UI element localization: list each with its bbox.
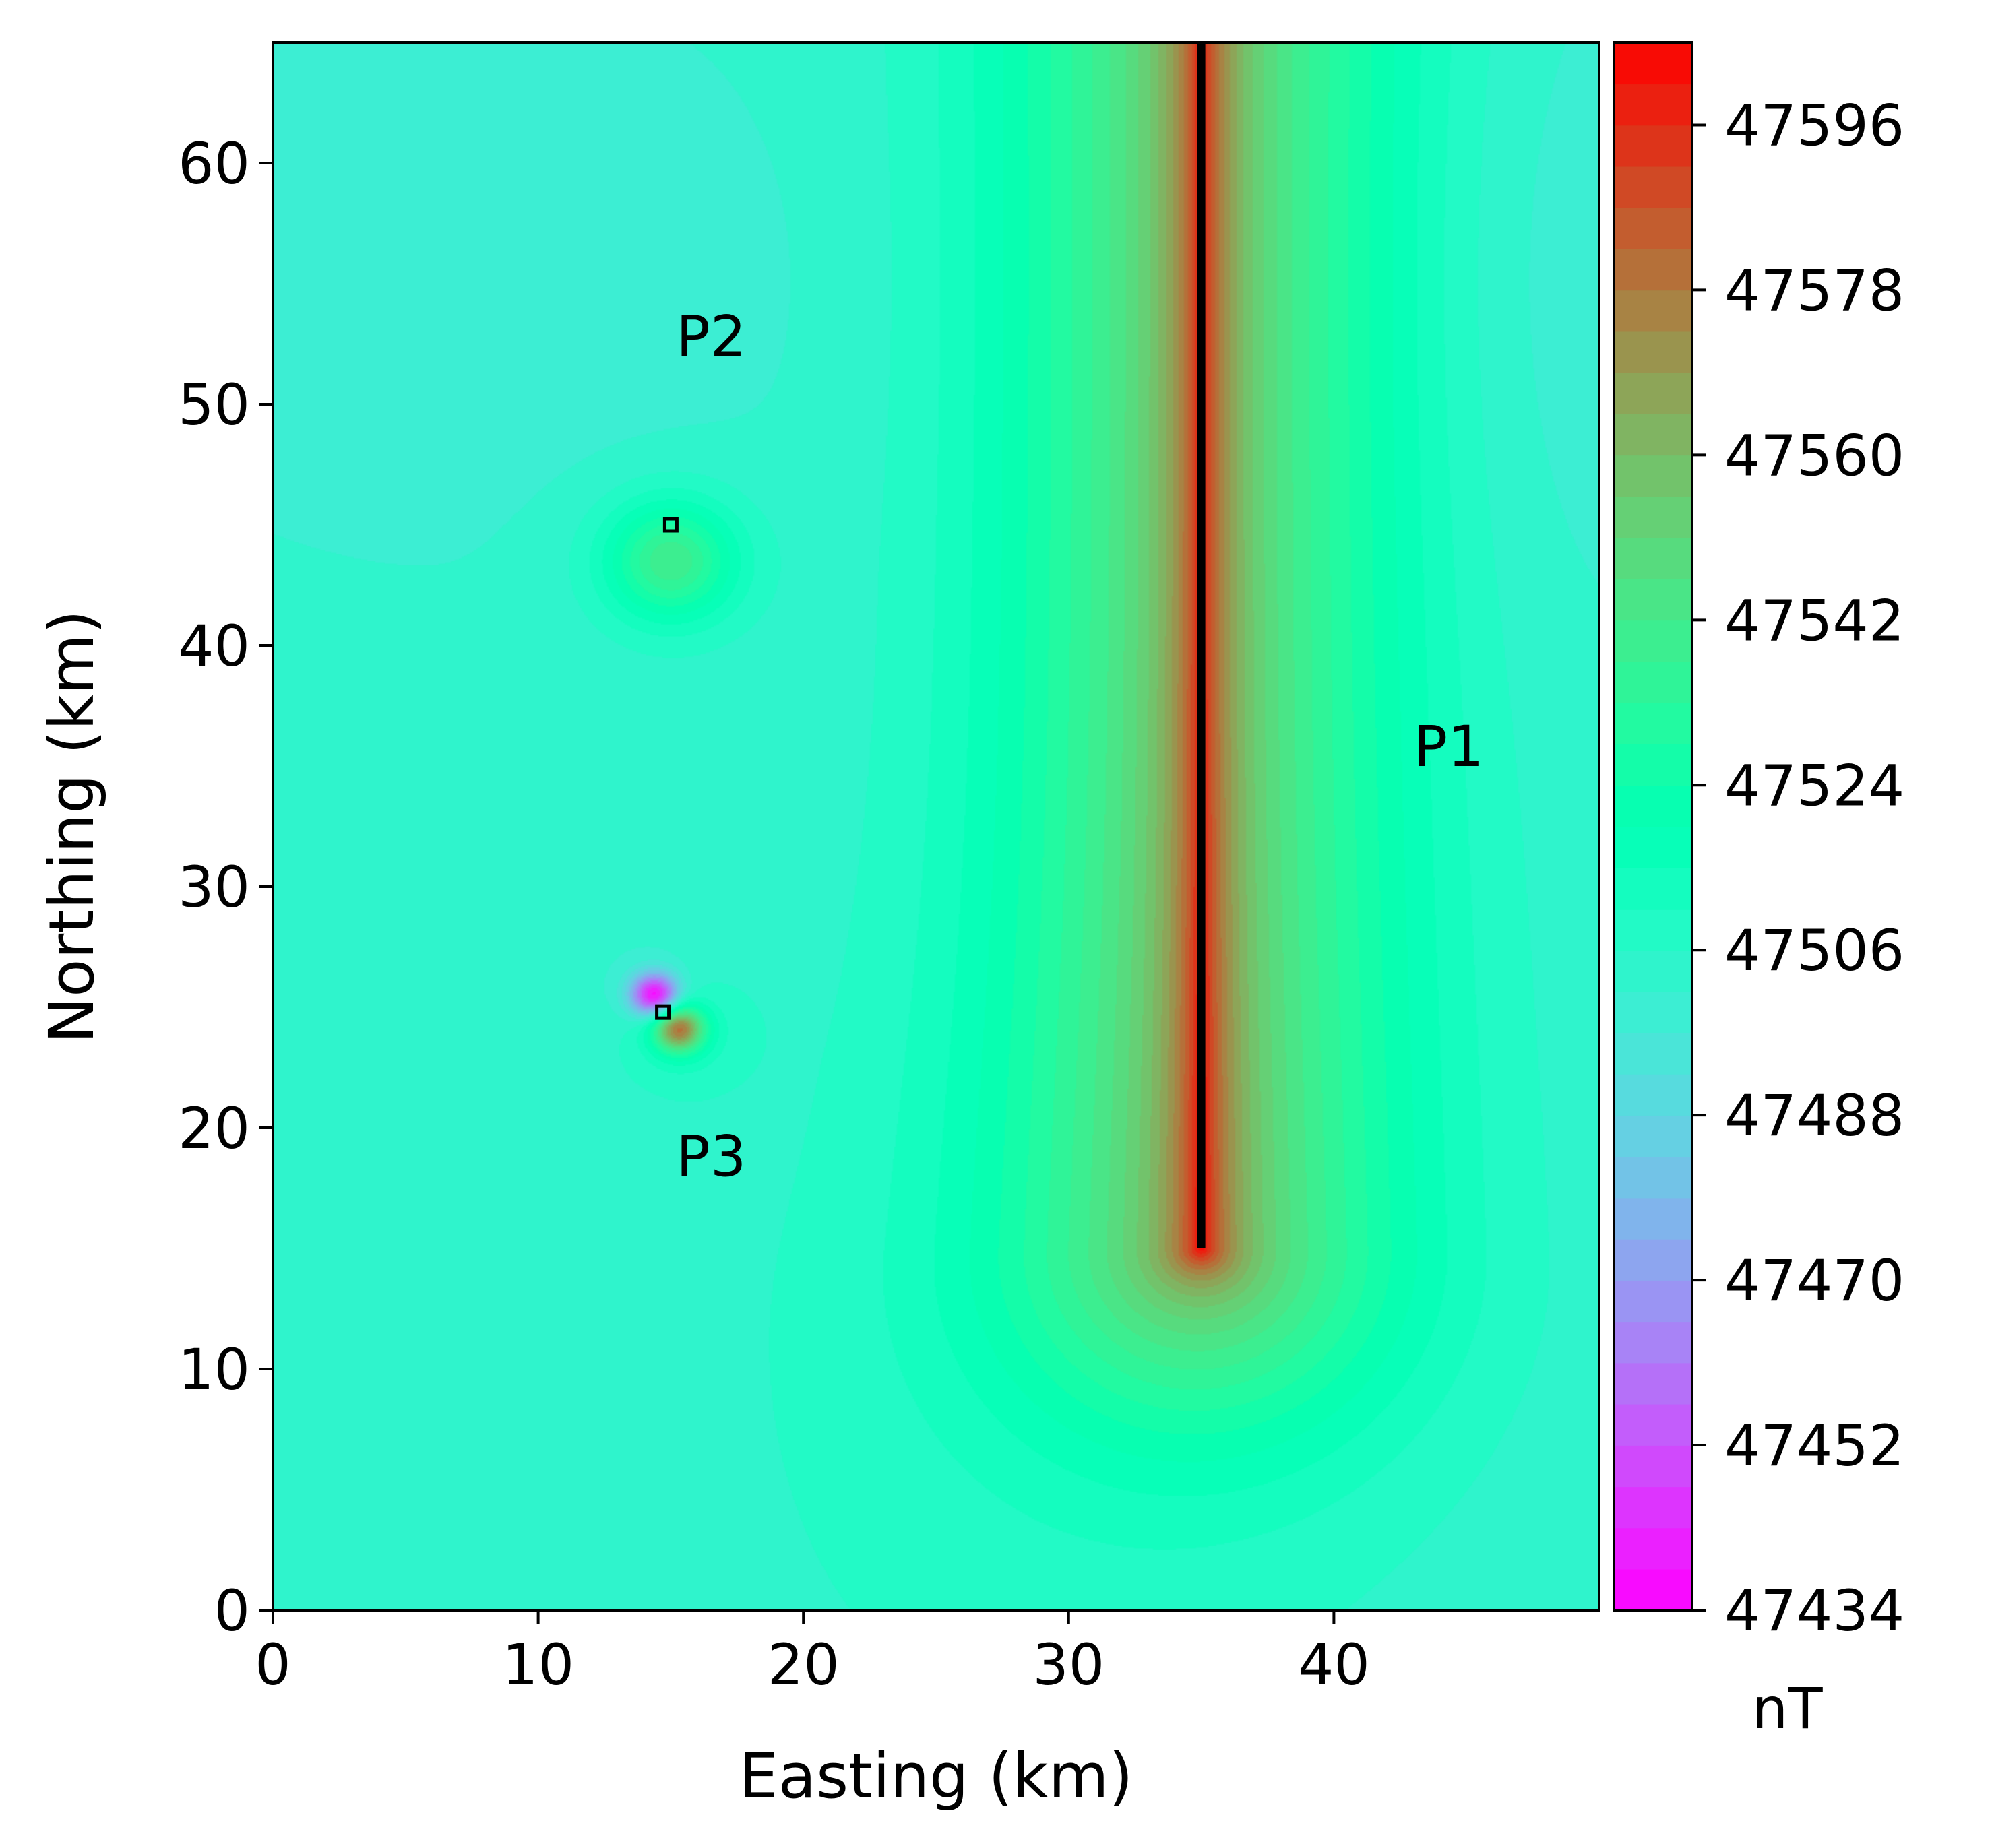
colorbar-band: [1614, 1115, 1692, 1157]
colorbar-band: [1614, 785, 1692, 827]
annotation-P2: P2: [676, 303, 746, 369]
colorbar-label: nT: [1752, 1676, 1823, 1742]
colorbar-band: [1614, 372, 1692, 414]
colorbar-tick-label: 47596: [1724, 92, 1904, 158]
colorbar-frame: [1613, 41, 1693, 1612]
x-tick-label: 40: [1298, 1632, 1370, 1698]
colorbar-band: [1614, 42, 1692, 85]
colorbar: 47434 47452 47470 47488 47506 47524 47542 47560…: [1613, 41, 1904, 1742]
colorbar-band: [1614, 1445, 1692, 1488]
colorbar-tick-label: 47434: [1724, 1578, 1904, 1644]
x-tick-label: 10: [502, 1632, 574, 1698]
colorbar-band: [1614, 991, 1692, 1033]
colorbar-band: [1614, 950, 1692, 992]
colorbar-band: [1614, 290, 1692, 332]
x-axis-title: Easting (km): [739, 1740, 1133, 1812]
colorbar-band: [1614, 579, 1692, 621]
colorbar-band: [1614, 1073, 1692, 1116]
y-tick-label: 30: [178, 854, 250, 920]
source-P2-marker: [662, 517, 679, 533]
colorbar-band: [1614, 1197, 1692, 1240]
source-P3-marker: [655, 1004, 671, 1020]
y-axis: 0 10 20 30 40 50 60: [178, 131, 273, 1644]
annotation-P3: P3: [676, 1124, 746, 1190]
field-heatmap: [273, 42, 1599, 1610]
x-axis: 0 10 20 30 40: [255, 1610, 1370, 1698]
colorbar-tick-label: 47542: [1724, 587, 1904, 654]
colorbar-ticks: 47434 47452 47470 47488 47506 47524 47542 47560…: [1692, 92, 1904, 1644]
colorbar-band: [1614, 249, 1692, 291]
x-tick-label: 0: [255, 1632, 290, 1698]
y-tick-label: 20: [178, 1095, 250, 1161]
colorbar-tick-label: 47578: [1724, 257, 1904, 323]
colorbar-band: [1614, 908, 1692, 951]
colorbar-band: [1614, 166, 1692, 208]
colorbar-band: [1614, 661, 1692, 703]
y-tick-label: 60: [178, 131, 250, 197]
colorbar-tick-label: 47506: [1724, 918, 1904, 984]
colorbar-tick-label: 47560: [1724, 422, 1904, 488]
colorbar-band: [1614, 84, 1692, 126]
annotation-P1: P1: [1413, 713, 1483, 779]
colorbar-band: [1614, 702, 1692, 744]
annotations: P1 P2 P3: [676, 303, 1483, 1189]
y-axis-title: Northing (km): [36, 610, 108, 1044]
colorbar-bands: [1614, 42, 1692, 1611]
colorbar-band: [1614, 1238, 1692, 1281]
y-tick-label: 40: [178, 613, 250, 679]
y-tick-label: 50: [178, 372, 250, 438]
y-tick-label: 10: [178, 1337, 250, 1403]
colorbar-band: [1614, 455, 1692, 497]
colorbar-band: [1614, 1527, 1692, 1570]
colorbar-band: [1614, 331, 1692, 373]
source-marks: [655, 42, 1206, 1248]
plot-area: P1 P2 P3: [272, 41, 1600, 1612]
colorbar-band: [1614, 1280, 1692, 1323]
x-tick-label: 30: [1032, 1632, 1104, 1698]
colorbar-band: [1614, 125, 1692, 167]
colorbar-band: [1614, 744, 1692, 786]
colorbar-band: [1614, 1032, 1692, 1075]
colorbar-band: [1614, 1321, 1692, 1364]
colorbar-band: [1614, 496, 1692, 538]
colorbar-tick-label: 47452: [1724, 1413, 1904, 1479]
plot-frame: [272, 41, 1600, 1612]
colorbar-band: [1614, 537, 1692, 579]
colorbar-band: [1614, 826, 1692, 868]
colorbar-band: [1614, 1403, 1692, 1446]
colorbar-tick-label: 47470: [1724, 1248, 1904, 1314]
y-tick-label: 0: [214, 1578, 250, 1644]
colorbar-band: [1614, 207, 1692, 249]
colorbar-band: [1614, 1362, 1692, 1405]
colorbar-band: [1614, 1486, 1692, 1529]
colorbar-band: [1614, 1156, 1692, 1199]
colorbar-band: [1614, 1568, 1692, 1611]
colorbar-tick-label: 47488: [1724, 1083, 1904, 1149]
colorbar-band: [1614, 414, 1692, 456]
colorbar-tick-label: 47524: [1724, 753, 1904, 819]
colorbar-band: [1614, 620, 1692, 662]
x-tick-label: 20: [768, 1632, 840, 1698]
colorbar-band: [1614, 867, 1692, 910]
